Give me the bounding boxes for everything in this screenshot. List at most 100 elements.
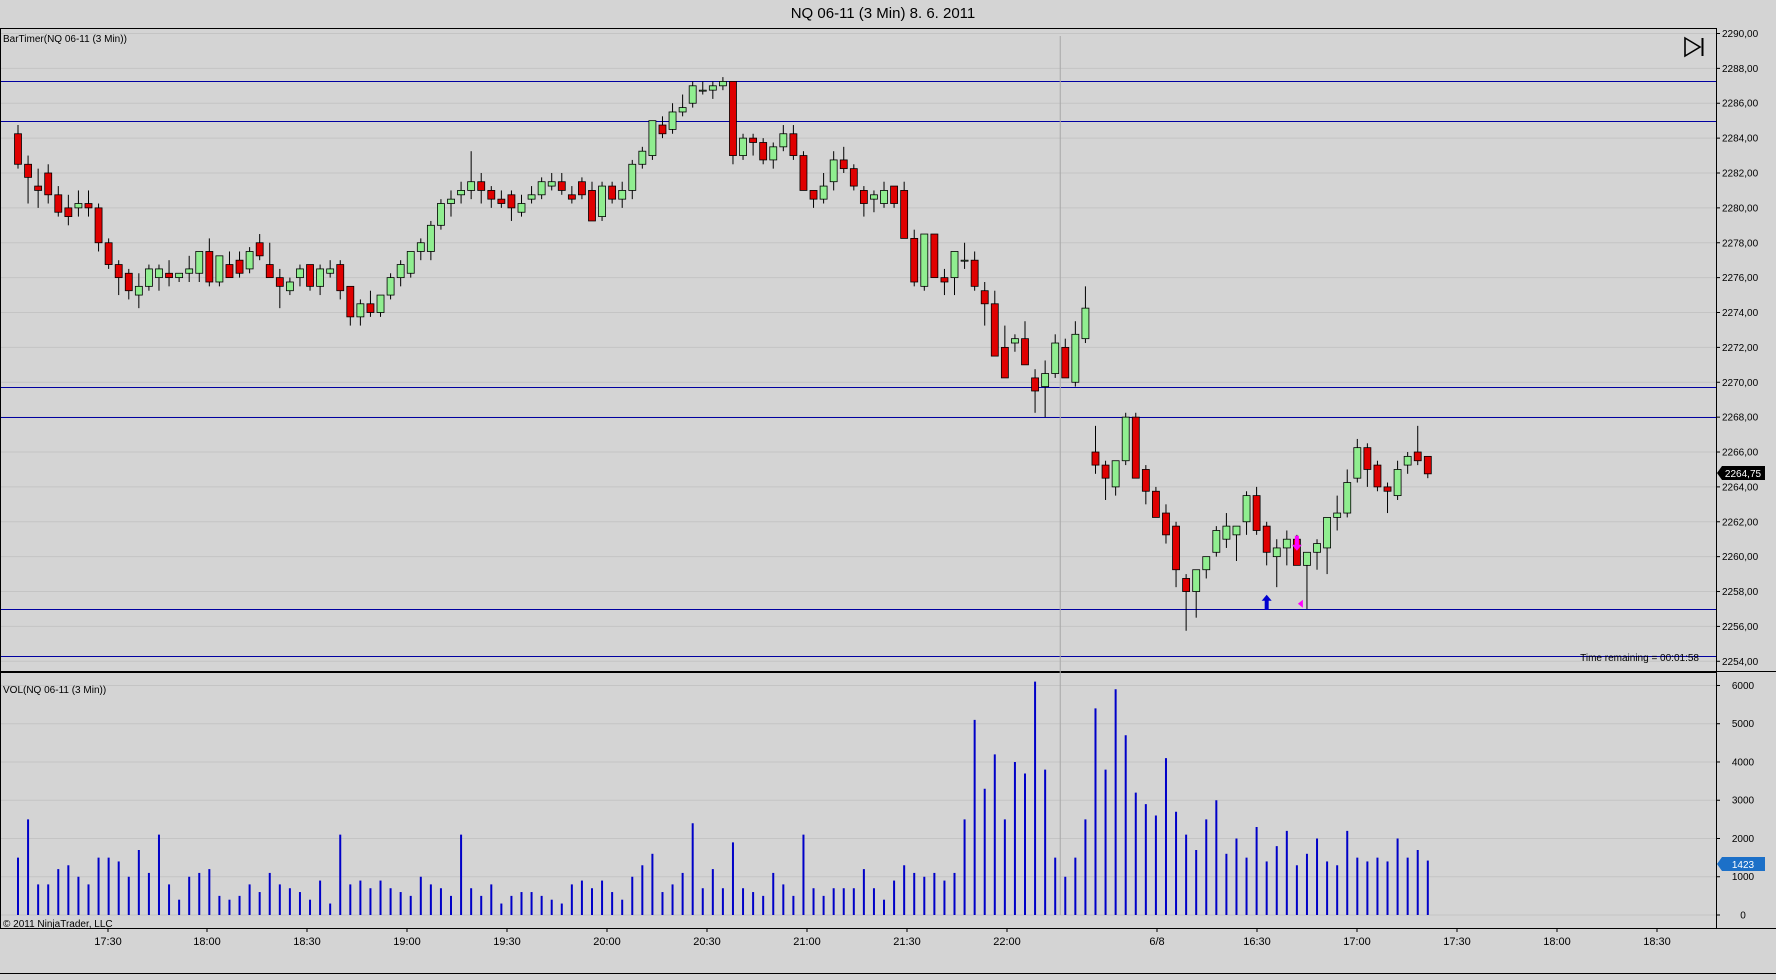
candle-body bbox=[809, 190, 818, 200]
candle-body bbox=[1323, 517, 1331, 549]
volume-tick-label: 6000 bbox=[1732, 681, 1755, 692]
candle-body bbox=[980, 290, 989, 305]
time-tick-label: 21:30 bbox=[893, 936, 921, 948]
price-tick-label: 2284,00 bbox=[1722, 134, 1759, 145]
candle-body bbox=[1111, 460, 1120, 488]
candle-body bbox=[235, 259, 244, 274]
price-panel-label: BarTimer(NQ 06-11 (3 Min)) bbox=[3, 34, 127, 45]
candle-body bbox=[175, 272, 184, 279]
candle-body bbox=[1031, 377, 1039, 392]
candle-body bbox=[356, 303, 365, 318]
candle-body bbox=[376, 294, 385, 313]
time-tick-label: 20:30 bbox=[693, 936, 721, 948]
candle-body bbox=[1272, 547, 1281, 558]
candle-body bbox=[426, 224, 435, 252]
candle-body bbox=[1011, 338, 1019, 344]
candle-body bbox=[1262, 525, 1271, 553]
candle-body bbox=[920, 233, 929, 287]
candle-body bbox=[1333, 512, 1342, 518]
candle-body bbox=[1091, 451, 1100, 466]
candle-body bbox=[185, 268, 194, 274]
candle-body bbox=[94, 207, 103, 244]
candle-body bbox=[14, 133, 22, 165]
horizontal-level-lines[interactable] bbox=[1, 81, 1716, 657]
time-tick-label: 6/8 bbox=[1149, 936, 1164, 948]
candle-body bbox=[608, 185, 617, 200]
candle-body bbox=[145, 268, 153, 287]
candle-body bbox=[1101, 464, 1110, 479]
candle-body bbox=[255, 242, 264, 257]
volume-panel-label: VOL(NQ 06-11 (3 Min)) bbox=[3, 685, 106, 696]
candle-body bbox=[406, 251, 415, 274]
candle-body bbox=[134, 285, 143, 296]
time-tick-label: 22:00 bbox=[993, 936, 1021, 948]
candle-body bbox=[588, 190, 596, 222]
skip-to-end-icon[interactable] bbox=[1682, 36, 1706, 58]
candle-body bbox=[1081, 307, 1090, 340]
price-tick-label: 2270,00 bbox=[1722, 378, 1759, 389]
candle-body bbox=[900, 190, 909, 239]
candle-body bbox=[779, 133, 788, 148]
volume-tick-label: 1000 bbox=[1732, 872, 1755, 883]
copyright: © 2011 NinjaTrader, LLC bbox=[3, 919, 113, 930]
candle-body bbox=[1423, 455, 1432, 475]
candle-body bbox=[859, 190, 868, 204]
candle-body bbox=[547, 181, 556, 187]
price-tick-label: 2262,00 bbox=[1722, 517, 1759, 528]
candle-body bbox=[759, 142, 768, 161]
candle-body bbox=[557, 181, 566, 191]
price-tick-label: 2278,00 bbox=[1722, 238, 1759, 249]
candle-body bbox=[708, 85, 717, 91]
price-tick-label: 2266,00 bbox=[1722, 448, 1759, 459]
candle-body bbox=[316, 268, 325, 287]
candle-body bbox=[1162, 512, 1170, 536]
time-tick-label: 18:30 bbox=[293, 936, 321, 948]
candle-body bbox=[940, 277, 949, 283]
candle-body bbox=[870, 194, 878, 200]
candlestick-series bbox=[14, 77, 1432, 631]
volume-tick-label: 3000 bbox=[1732, 796, 1755, 807]
trade-markers bbox=[1261, 535, 1303, 610]
candle-body bbox=[225, 264, 234, 279]
window-title: NQ 06-11 (3 Min) 8. 6. 2011 bbox=[791, 5, 976, 22]
candle-body bbox=[1353, 447, 1362, 479]
candle-body bbox=[84, 203, 93, 209]
candle-body bbox=[890, 185, 898, 204]
candle-body bbox=[527, 194, 536, 200]
candle-body bbox=[1041, 373, 1050, 388]
time-tick-label: 20:00 bbox=[593, 936, 621, 948]
candle-body bbox=[1182, 578, 1191, 592]
candle-body bbox=[839, 159, 848, 170]
candle-body bbox=[719, 81, 727, 87]
candle-body bbox=[104, 242, 113, 265]
buy-arrow-icon bbox=[1261, 594, 1272, 610]
candle-body bbox=[155, 268, 163, 279]
candle-body bbox=[688, 85, 697, 104]
price-tick-label: 2260,00 bbox=[1722, 552, 1759, 563]
candle-body bbox=[497, 198, 506, 204]
candle-body bbox=[537, 181, 546, 196]
candle-body bbox=[618, 190, 627, 200]
volume-gridlines bbox=[1, 684, 1716, 916]
candle-body bbox=[1061, 346, 1070, 379]
candle-body bbox=[346, 285, 355, 318]
candle-body bbox=[487, 190, 496, 200]
candle-body bbox=[24, 163, 32, 178]
candle-body bbox=[74, 203, 83, 209]
time-tick-label: 18:30 bbox=[1643, 936, 1671, 948]
candle-body bbox=[829, 159, 838, 183]
price-tick-label: 2272,00 bbox=[1722, 343, 1759, 354]
candle-body bbox=[467, 181, 476, 191]
candle-body bbox=[1403, 455, 1412, 466]
candle-body bbox=[1303, 551, 1311, 566]
candle-body bbox=[265, 264, 274, 279]
time-tick-label: 19:00 bbox=[393, 936, 421, 948]
candle-body bbox=[366, 303, 375, 313]
candle-body bbox=[729, 81, 737, 156]
candle-body bbox=[880, 190, 888, 204]
volume-tick-label: 4000 bbox=[1732, 757, 1755, 768]
candle-body bbox=[64, 207, 73, 217]
candle-body bbox=[386, 277, 395, 296]
candle-body bbox=[1383, 486, 1392, 492]
